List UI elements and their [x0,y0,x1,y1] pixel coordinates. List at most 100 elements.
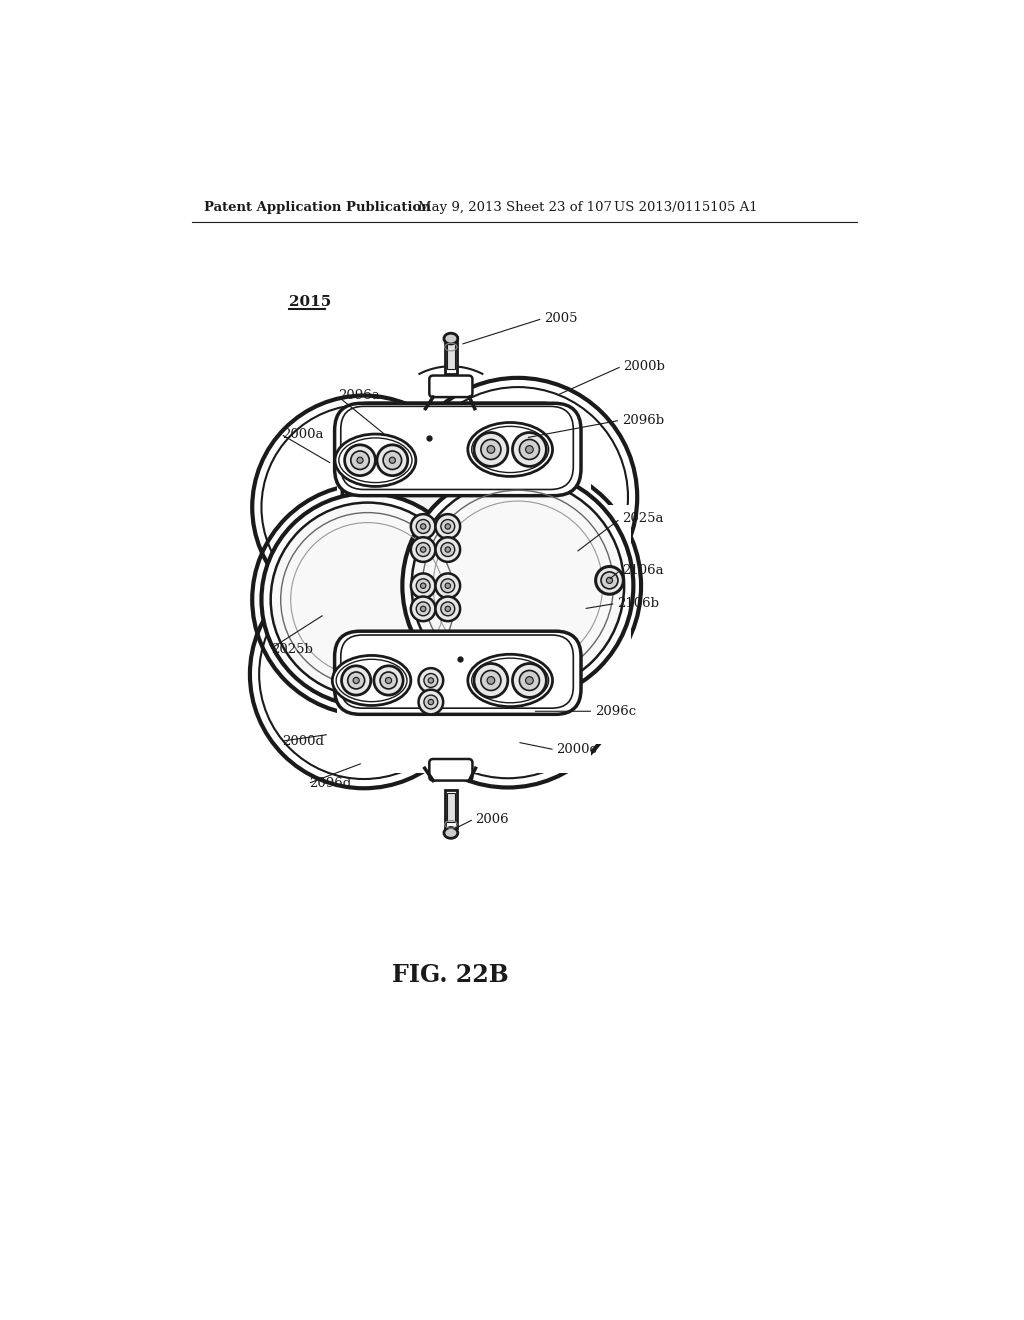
Ellipse shape [472,426,549,473]
Circle shape [435,513,460,539]
FancyBboxPatch shape [429,759,472,780]
Text: 2025a: 2025a [622,512,664,525]
Circle shape [421,583,426,589]
Circle shape [345,445,376,475]
FancyBboxPatch shape [342,404,569,711]
Circle shape [311,343,550,582]
Circle shape [416,520,430,533]
Ellipse shape [444,333,458,345]
FancyBboxPatch shape [327,335,608,733]
Circle shape [402,470,634,701]
Circle shape [519,440,540,459]
Text: 2000d: 2000d [283,735,325,748]
FancyBboxPatch shape [341,407,573,490]
Circle shape [383,451,401,470]
Circle shape [315,574,547,805]
Bar [444,337,457,374]
Circle shape [481,440,501,459]
Text: 2005: 2005 [544,312,578,325]
Text: 2096c: 2096c [595,705,636,718]
Circle shape [411,573,435,598]
Text: 2096a: 2096a [339,389,380,403]
Circle shape [424,673,438,688]
Bar [337,675,398,751]
Circle shape [596,566,624,594]
Circle shape [474,433,508,466]
Circle shape [445,524,451,529]
Circle shape [441,578,455,593]
Circle shape [380,672,397,689]
Text: FIG. 22B: FIG. 22B [392,962,509,986]
Ellipse shape [336,659,407,702]
Circle shape [445,546,451,552]
FancyBboxPatch shape [335,631,581,714]
Circle shape [428,700,433,705]
Circle shape [270,503,465,697]
Circle shape [481,671,501,690]
Circle shape [411,597,435,622]
Circle shape [512,664,547,697]
Circle shape [525,677,534,684]
Circle shape [421,606,426,611]
Circle shape [487,677,495,684]
Circle shape [403,348,632,577]
Bar [337,462,591,528]
Circle shape [441,602,455,616]
Text: 2000c: 2000c [556,743,597,756]
Circle shape [385,677,391,684]
Circle shape [428,677,433,684]
Bar [337,711,591,774]
Text: 2025b: 2025b [270,643,312,656]
Bar [444,789,457,829]
Circle shape [374,665,403,696]
Text: 2000b: 2000b [624,360,666,372]
Text: 2000a: 2000a [283,428,324,441]
Circle shape [525,446,534,453]
Circle shape [411,513,435,539]
Circle shape [351,451,370,470]
Circle shape [416,543,430,557]
Text: US 2013/0115105 A1: US 2013/0115105 A1 [614,201,758,214]
Circle shape [512,433,547,466]
Ellipse shape [333,656,411,705]
Text: 2106a: 2106a [622,564,664,577]
Circle shape [397,465,641,708]
Circle shape [261,494,474,706]
Circle shape [474,664,508,697]
Circle shape [606,577,612,583]
Ellipse shape [468,422,553,477]
Ellipse shape [339,438,412,483]
FancyBboxPatch shape [341,635,573,708]
FancyBboxPatch shape [429,376,472,397]
Circle shape [411,537,435,562]
Circle shape [416,578,430,593]
Circle shape [255,486,483,714]
Circle shape [519,671,540,690]
Circle shape [348,672,365,689]
Circle shape [353,677,359,684]
Ellipse shape [444,828,458,838]
Circle shape [445,583,451,589]
Circle shape [377,445,408,475]
Ellipse shape [468,655,553,706]
Circle shape [416,602,430,616]
Bar [569,506,631,682]
Circle shape [424,696,438,709]
Circle shape [441,543,455,557]
Circle shape [342,665,371,696]
Circle shape [435,597,460,622]
Text: Patent Application Publication: Patent Application Publication [205,201,431,214]
Circle shape [435,537,460,562]
Circle shape [487,446,495,453]
Circle shape [601,572,617,589]
Circle shape [419,668,443,693]
Bar [447,341,455,370]
Text: 2106b: 2106b [617,597,659,610]
Text: 2015: 2015 [289,294,332,309]
FancyBboxPatch shape [335,404,581,496]
Text: 2096d: 2096d [309,777,351,791]
Text: 2096b: 2096b [622,413,664,426]
Text: May 9, 2013: May 9, 2013 [418,201,502,214]
Circle shape [419,689,443,714]
Circle shape [412,479,625,692]
